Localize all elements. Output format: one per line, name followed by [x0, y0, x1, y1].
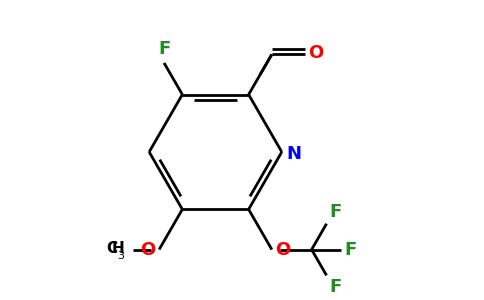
Text: N: N: [287, 145, 302, 163]
Text: O: O: [140, 241, 156, 259]
Text: F: F: [158, 40, 170, 58]
Text: F: F: [344, 241, 356, 259]
Text: H: H: [112, 242, 124, 256]
Text: F: F: [329, 203, 341, 221]
Text: F: F: [329, 278, 341, 296]
Text: 3: 3: [117, 250, 124, 260]
Text: O: O: [308, 44, 323, 62]
Text: O: O: [275, 241, 290, 259]
Text: C: C: [106, 242, 118, 256]
